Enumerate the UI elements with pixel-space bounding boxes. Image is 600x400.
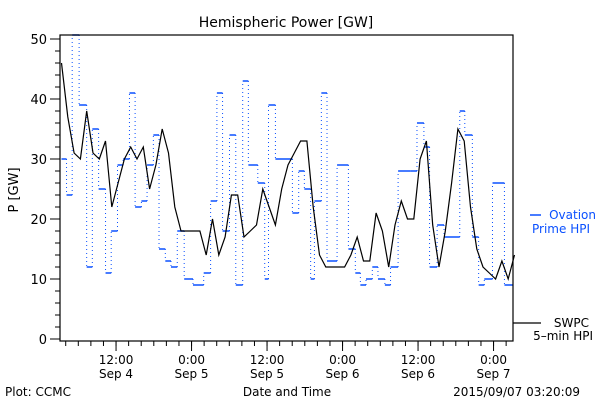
x-tick-date-label: Sep 7 <box>477 367 511 381</box>
x-tick-date-label: Sep 6 <box>401 367 435 381</box>
x-tick-time-label: 0:00 <box>178 353 205 367</box>
y-tick-label: 20 <box>30 213 47 228</box>
x-tick-date-label: Sep 5 <box>250 367 284 381</box>
plot-credit: Plot: CCMC <box>5 385 71 399</box>
y-axis-label: P [GW] <box>7 167 22 212</box>
x-tick-date-label: Sep 6 <box>326 367 360 381</box>
chart-title: Hemispheric Power [GW] <box>199 15 374 31</box>
legend-ovation-label-2: Prime HPI <box>532 222 590 236</box>
swpc-line <box>60 62 516 282</box>
legend-swpc-label-2: 5–min HPI <box>533 329 593 343</box>
x-tick-time-label: 12:00 <box>401 353 436 367</box>
legend-swpc: SWPC 5–min HPI <box>513 316 593 343</box>
plot-area <box>60 34 516 286</box>
x-tick-date-label: Sep 4 <box>99 367 133 381</box>
x-tick-time-label: 0:00 <box>329 353 356 367</box>
y-tick-label: 30 <box>30 153 47 168</box>
x-tick-date-label: Sep 5 <box>175 367 209 381</box>
legend-ovation: Ovation Prime HPI <box>530 208 596 236</box>
x-tick-time-label: 12:00 <box>250 353 285 367</box>
y-tick-label: 50 <box>30 33 47 48</box>
legend-swpc-label-1: SWPC <box>554 316 589 330</box>
y-tick-label: 40 <box>30 93 47 108</box>
plot-frame <box>59 34 514 342</box>
y-tick-label: 10 <box>30 273 47 288</box>
x-tick-time-label: 12:00 <box>99 353 134 367</box>
y-axis: 0 10 20 30 40 50 <box>30 33 60 348</box>
x-axis-label: Date and Time <box>243 385 331 399</box>
plot-timestamp: 2015/09/07 03:20:09 <box>453 385 580 399</box>
x-tick-time-label: 0:00 <box>480 353 507 367</box>
y-tick-label: 0 <box>39 333 47 348</box>
legend-ovation-label-1: Ovation <box>549 208 596 222</box>
